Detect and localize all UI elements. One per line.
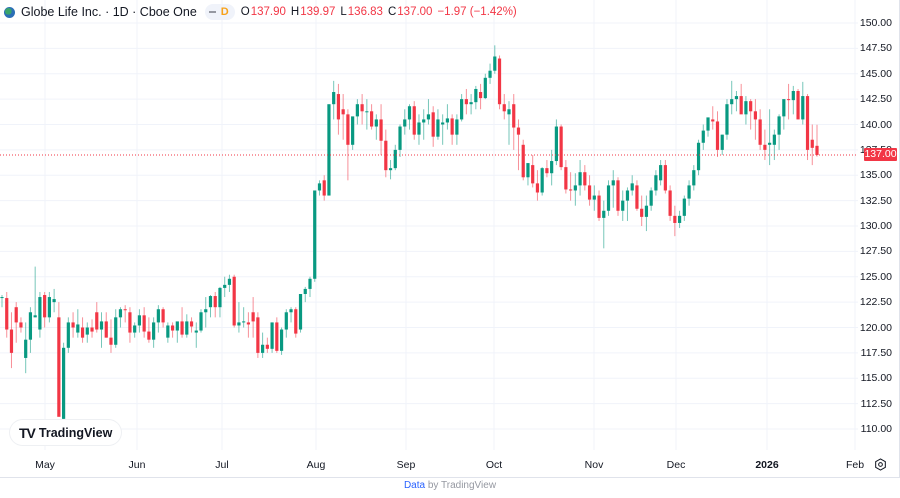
price-tick-label: 110.00 xyxy=(860,423,892,435)
price-tick-label: 142.50 xyxy=(859,93,892,106)
time-tick-label: Jun xyxy=(128,459,146,471)
price-tick-label: 127.50 xyxy=(859,245,892,258)
price-tick-label: 150.00 xyxy=(859,17,892,29)
tradingview-wordmark: TradingView xyxy=(38,425,113,440)
time-tick-label: Jul xyxy=(215,459,229,471)
settings-icon[interactable] xyxy=(874,458,887,471)
delayed-badge: D xyxy=(220,6,229,18)
close-key: C xyxy=(387,6,397,18)
last-price-tag: 137.00 xyxy=(864,148,897,162)
time-tick-label: 2026 xyxy=(755,459,779,471)
open-value: 137.90 xyxy=(250,6,286,18)
attribution-footer: Data by TradingView xyxy=(0,480,900,491)
time-tick-label: Dec xyxy=(666,459,686,471)
candles xyxy=(0,45,819,424)
price-tick-label: 130.00 xyxy=(859,220,892,232)
grid-lines xyxy=(0,0,858,450)
price-tick-label: 122.50 xyxy=(859,296,892,309)
open-key: O xyxy=(240,6,250,18)
price-tick-label: 140.00 xyxy=(859,118,892,131)
time-tick-label: Sep xyxy=(396,459,416,471)
price-tick-label: 147.50 xyxy=(859,42,892,55)
low-value: 136.83 xyxy=(347,6,383,18)
high-value: 139.97 xyxy=(300,6,336,18)
low-key: L xyxy=(340,6,347,18)
globe-icon xyxy=(4,6,15,18)
data-link[interactable]: Data xyxy=(403,480,426,491)
price-tick-label: 135.00 xyxy=(859,169,892,182)
interval-badge[interactable]: D xyxy=(204,4,235,20)
price-tick-label: 112.50 xyxy=(860,397,892,410)
attribution-text: by TradingView xyxy=(425,480,497,491)
price-tick-label: 115.00 xyxy=(860,372,892,385)
high-key: H xyxy=(290,6,300,18)
symbol-title: Globe Life Inc. · 1D · Cboe One xyxy=(21,5,197,19)
time-tick-label: Nov xyxy=(584,459,604,471)
candlestick-plot[interactable] xyxy=(0,0,900,478)
price-tick-label: 132.50 xyxy=(859,194,892,207)
close-value: 137.00 xyxy=(397,6,433,18)
time-tick-label: Aug xyxy=(306,459,326,471)
price-tick-label: 120.00 xyxy=(859,321,892,334)
symbol-legend[interactable]: Globe Life Inc. · 1D · Cboe One D O 137.9… xyxy=(4,4,522,20)
tradingview-logo[interactable]: TV TradingView xyxy=(10,420,122,445)
price-tick-label: 117.50 xyxy=(860,346,892,359)
minus-icon xyxy=(208,11,216,13)
time-tick-label: Oct xyxy=(485,459,503,471)
time-tick-label: May xyxy=(35,459,55,471)
time-tick-label: Feb xyxy=(845,459,865,471)
change-value: −1.97 (−1.42%) xyxy=(437,6,517,18)
tradingview-mark-icon: TV xyxy=(19,424,36,441)
price-tick-label: 145.00 xyxy=(859,67,892,80)
price-tick-label: 125.00 xyxy=(859,270,892,283)
